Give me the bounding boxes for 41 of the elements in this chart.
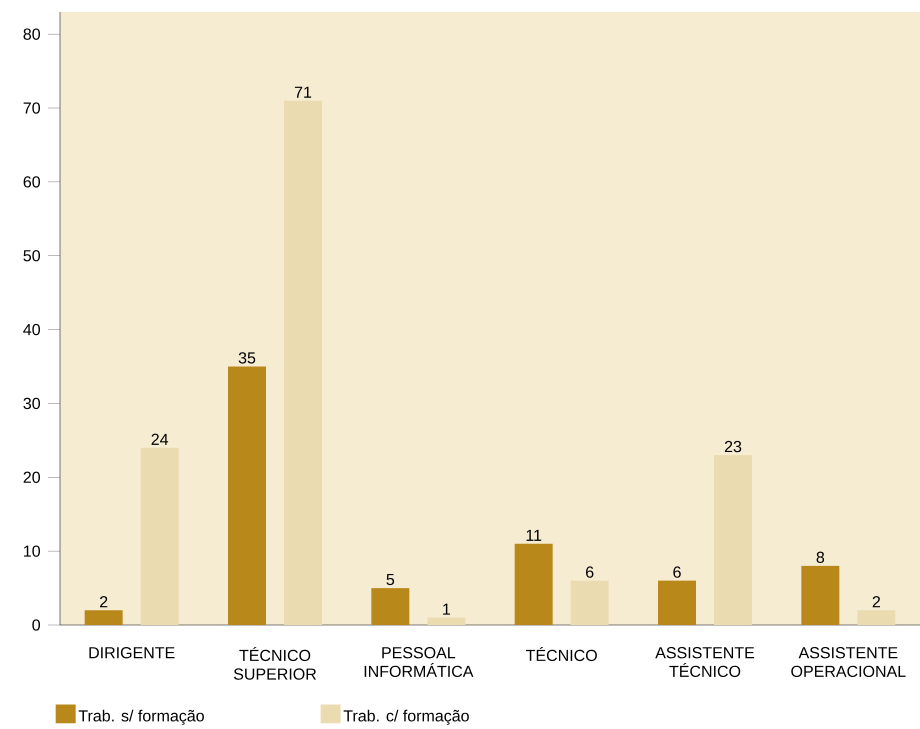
y-tick-label: 60: [24, 176, 40, 188]
bar: [658, 580, 696, 626]
data-label: 71: [294, 86, 312, 98]
bar: [801, 566, 840, 626]
x-tick-label: TÉCNICO SUPERIOR: [234, 647, 316, 680]
data-label: 24: [152, 434, 168, 445]
bar: [514, 544, 553, 626]
data-label: 5: [386, 574, 394, 586]
bar: [228, 366, 266, 626]
bar: [84, 610, 123, 626]
data-label: 2: [872, 596, 880, 608]
data-label: 8: [816, 552, 824, 563]
bar: [427, 618, 466, 626]
data-label: 35: [238, 352, 256, 364]
x-tick-label: ASSISTENTE TÉCNICO: [655, 647, 754, 678]
bar: [284, 100, 322, 626]
y-tick-label: 80: [24, 28, 40, 40]
bar: [570, 580, 609, 626]
x-tick-label: TÉCNICO: [526, 647, 597, 662]
bar: [140, 448, 179, 626]
legend-label: Trab. c/ formação: [344, 710, 469, 725]
legend-label: Trab. s/ formação: [78, 710, 204, 725]
data-label: 6: [673, 566, 681, 578]
y-tick-label: 50: [23, 250, 40, 262]
x-tick-label: DIRIGENTE: [89, 647, 175, 658]
data-label: 6: [586, 566, 594, 578]
data-label: 2: [100, 596, 108, 608]
y-tick-label: 10: [24, 545, 40, 557]
y-tick-label: 40: [23, 324, 40, 336]
x-tick-label: PESSOAL INFORMÁTICA: [364, 647, 474, 678]
y-tick-label: 70: [24, 102, 40, 114]
y-tick-label: 30: [23, 398, 40, 410]
x-tick-label: ASSISTENTE OPERACIONAL: [791, 647, 906, 678]
bar: [371, 588, 410, 626]
data-label: 11: [526, 530, 542, 541]
bar: [714, 455, 752, 626]
data-label: 1: [443, 604, 450, 615]
bar: [857, 610, 896, 626]
y-tick-label: 0: [32, 619, 40, 631]
y-tick-label: 20: [24, 472, 40, 483]
data-label: 23: [724, 440, 742, 452]
